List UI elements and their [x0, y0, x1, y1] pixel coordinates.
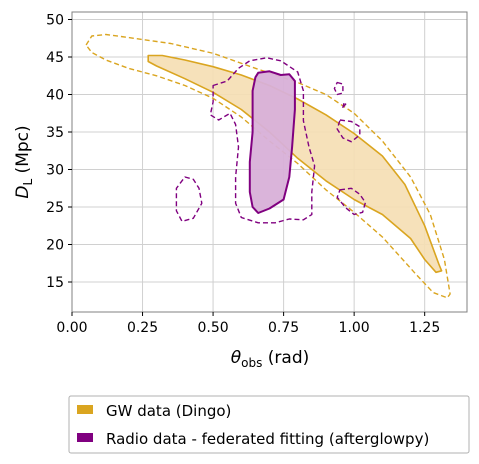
y-tick-label: 35 — [46, 125, 64, 141]
legend-swatch-gw — [77, 405, 93, 414]
y-ticks: 15 20 25 30 35 40 45 50 — [46, 13, 72, 291]
gw-outer-contour — [85, 33, 451, 299]
radio-outer-contour — [336, 187, 367, 216]
x-tick-label: 0.50 — [197, 320, 228, 336]
x-tick-label: 0.25 — [127, 320, 158, 336]
y-tick-label: 20 — [46, 238, 64, 254]
x-tick-label: 0.75 — [268, 320, 299, 336]
radio-contours — [175, 57, 367, 224]
y-tick-label: 30 — [46, 163, 64, 179]
legend-label-gw: GW data (Dingo) — [106, 402, 231, 420]
radio-inner-contour — [248, 70, 296, 214]
x-axis-label: θobs (rad) — [231, 348, 310, 370]
radio-outer-contour — [342, 101, 347, 108]
legend-frame — [68, 395, 470, 454]
plot-frame — [71, 11, 468, 313]
radio-outer-contour — [209, 57, 316, 224]
y-tick-label: 15 — [46, 275, 64, 291]
x-ticks: 0.00 0.25 0.50 0.75 1.00 1.25 — [56, 312, 440, 336]
radio-outer-contour — [175, 176, 203, 222]
radio-outer-contour — [333, 81, 344, 96]
x-tick-label: 0.00 — [56, 320, 87, 336]
legend: GW data (Dingo) Radio data - federated f… — [68, 395, 470, 454]
x-tick-label: 1.00 — [339, 320, 370, 336]
y-tick-label: 50 — [46, 13, 64, 29]
y-tick-label: 45 — [46, 50, 64, 66]
y-tick-label: 25 — [46, 200, 64, 216]
radio-outer-contour — [336, 119, 361, 143]
legend-swatch-radio — [77, 433, 93, 442]
y-axis-label: DL (Mpc) — [13, 125, 35, 198]
legend-label-radio: Radio data - federated fitting (afterglo… — [106, 430, 429, 448]
y-tick-label: 40 — [46, 88, 64, 104]
x-tick-label: 1.25 — [409, 320, 440, 336]
